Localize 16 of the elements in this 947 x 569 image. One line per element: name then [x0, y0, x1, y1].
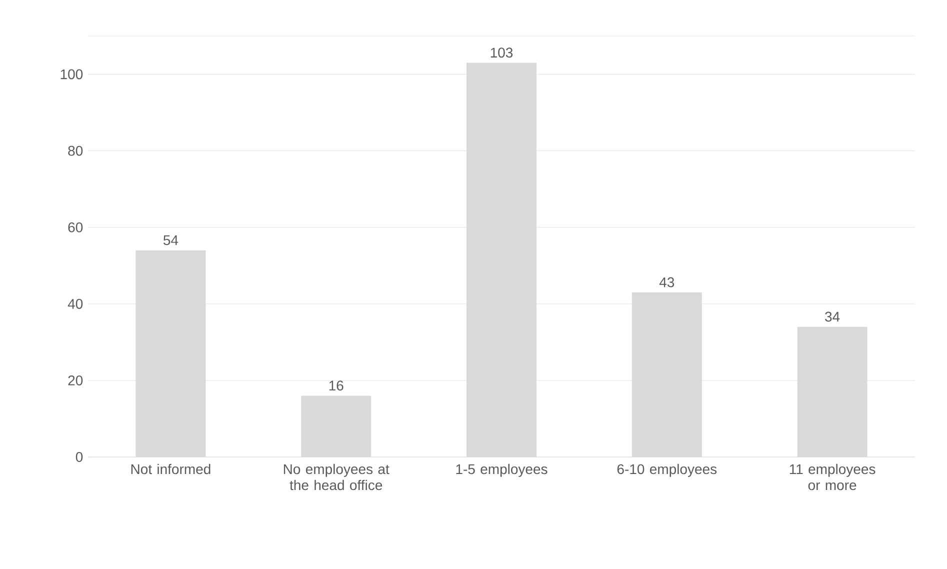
x-tick-label: 6-10 employees — [617, 464, 717, 477]
x-tick-label: No employees at the head office — [284, 464, 390, 490]
y-tick-label: 100 — [60, 69, 83, 80]
y-tick-label: 40 — [68, 298, 83, 309]
x-tick-label: 11 employees or more — [790, 464, 876, 490]
x-tick-label: Not informed — [131, 464, 210, 474]
data-label: 43 — [659, 277, 674, 288]
data-label: 16 — [329, 380, 344, 391]
data-label: 54 — [163, 235, 178, 246]
y-tick-label: 60 — [68, 222, 83, 232]
x-tick-label: 1-5 employees — [456, 464, 548, 477]
data-label: 103 — [490, 48, 513, 58]
y-tick-label: 20 — [68, 375, 83, 386]
y-tick-label: 0 — [76, 452, 83, 462]
y-tick-label: 80 — [68, 146, 83, 156]
data-label: 34 — [825, 312, 840, 322]
